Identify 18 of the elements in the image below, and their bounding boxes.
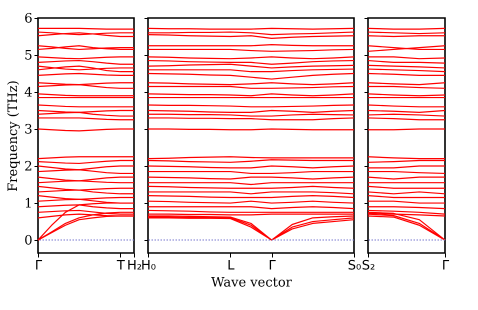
x-tick-label: T (116, 258, 125, 274)
y-tick-label: 2 (24, 160, 32, 175)
x-tick-label: H₂ (127, 258, 142, 274)
x-tick-label: S₂ (362, 258, 376, 274)
x-tick-label: Γ (34, 258, 43, 274)
x-tick-label: Γ (442, 258, 450, 274)
y-tick-label: 4 (24, 86, 32, 101)
x-tick-label: H₀ (141, 258, 156, 274)
y-tick-label: 6 (24, 12, 32, 26)
x-axis-title: Wave vector (211, 276, 293, 290)
x-tick-label: Γ (268, 258, 276, 274)
x-tick-label: L (227, 258, 236, 274)
y-axis-title: Frequency (THz) (6, 80, 22, 192)
y-tick-label: 1 (24, 196, 32, 212)
y-tick-label: 0 (24, 234, 32, 249)
y-tick-label: 3 (24, 122, 32, 138)
x-tick-label: S₀ (348, 258, 362, 274)
y-tick-label: 5 (24, 48, 32, 64)
